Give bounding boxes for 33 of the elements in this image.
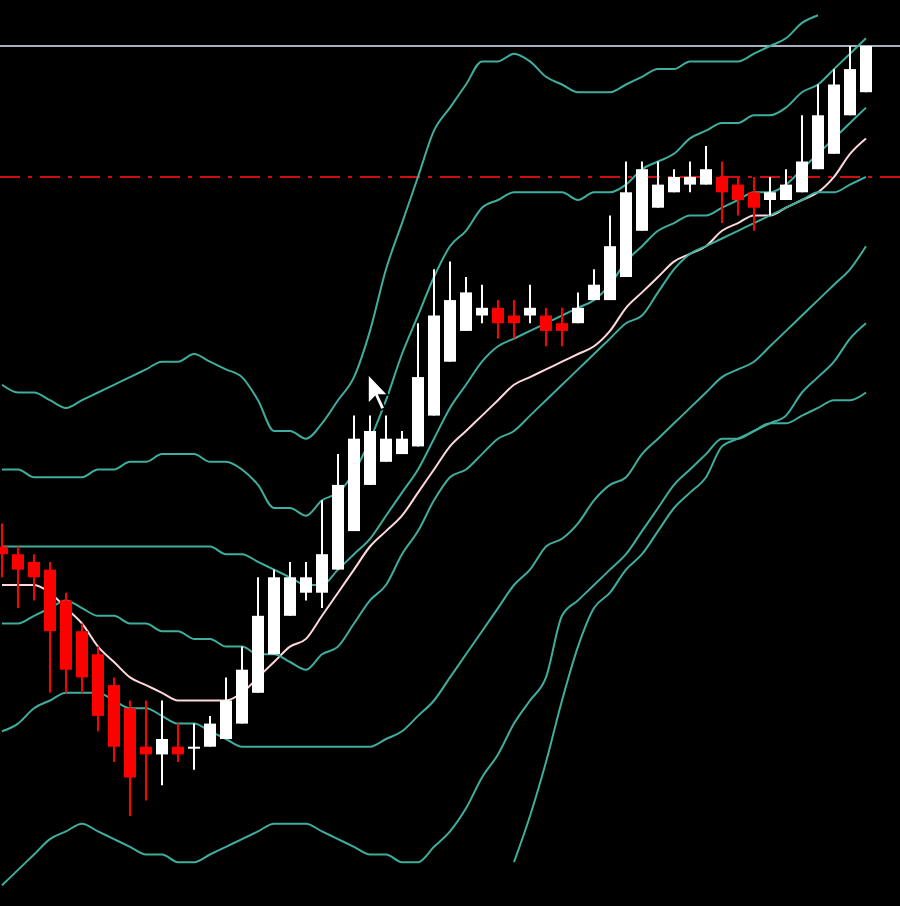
candlestick <box>524 283 536 325</box>
candlestick <box>220 676 232 740</box>
candlestick <box>300 560 312 602</box>
candlestick <box>556 306 568 348</box>
candlestick <box>796 114 808 194</box>
candlestick <box>700 145 712 186</box>
candlestick <box>380 414 392 463</box>
candlestick <box>476 283 488 325</box>
candlestick <box>540 306 552 348</box>
candlestick <box>860 45 872 94</box>
candlestick <box>28 553 40 602</box>
candlestick <box>684 160 696 194</box>
candlestick <box>588 268 600 302</box>
candlestick <box>140 699 152 802</box>
candlestick <box>76 622 88 694</box>
candlestick <box>156 699 168 787</box>
candlestick <box>572 291 584 325</box>
candlestick <box>492 299 504 340</box>
candlestick <box>652 160 664 209</box>
candlestick <box>316 499 328 610</box>
candlestick <box>12 545 24 610</box>
candlestick <box>204 714 216 748</box>
candlestick <box>748 175 760 232</box>
candlestick <box>508 299 520 340</box>
candlestick <box>780 168 792 201</box>
candlestick <box>716 160 728 225</box>
candlestick <box>188 722 200 771</box>
candlestick <box>764 175 776 217</box>
candlestick <box>844 45 856 117</box>
candlestick <box>460 276 472 332</box>
candlestick <box>172 722 184 764</box>
candlestick <box>732 175 744 217</box>
candlestick <box>284 560 296 617</box>
